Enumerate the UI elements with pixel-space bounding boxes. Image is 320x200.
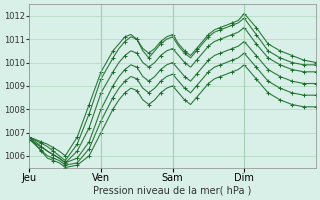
X-axis label: Pression niveau de la mer( hPa ): Pression niveau de la mer( hPa ) — [93, 186, 252, 196]
